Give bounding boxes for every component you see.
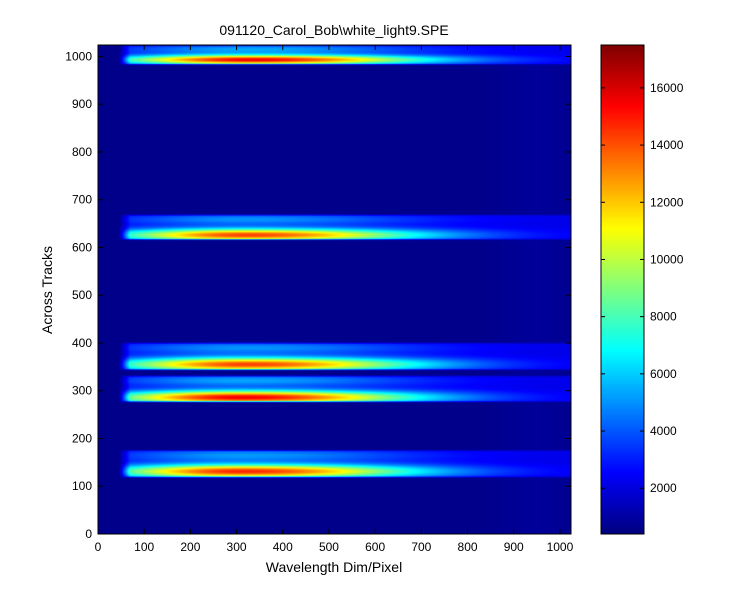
y-tick-label: 800 <box>72 145 92 159</box>
x-tick-label: 400 <box>273 540 293 554</box>
colorbar: 2000 4000 6000 8000 10000 12000 14000 16000 <box>600 44 684 535</box>
colorbar-tick-label: 2000 <box>650 481 677 495</box>
y-tick-label: 500 <box>72 288 92 302</box>
y-tick-label: 100 <box>72 479 92 493</box>
colorbar-tick-label: 6000 <box>650 367 677 381</box>
x-tick-label: 0 <box>95 540 102 554</box>
x-axis-label: Wavelength Dim/Pixel <box>266 559 402 575</box>
y-tick-label: 300 <box>72 384 92 398</box>
x-tick-label: 1000 <box>547 540 574 554</box>
y-tick-label: 1000 <box>65 49 92 63</box>
x-tick-label: 500 <box>319 540 339 554</box>
colorbar-tick-label: 10000 <box>650 252 684 266</box>
y-tick-label: 900 <box>72 97 92 111</box>
colorbar-tick-label: 4000 <box>650 424 677 438</box>
colorbar-tick-label: 12000 <box>650 195 684 209</box>
colorbar-frame <box>600 44 645 535</box>
x-tick-label: 800 <box>458 540 478 554</box>
x-tick-label: 200 <box>180 540 200 554</box>
plot-frame <box>97 44 572 535</box>
x-tick-label: 900 <box>504 540 524 554</box>
x-axis-ticks: 0 100 200 300 400 500 600 700 800 900 1000 <box>95 45 574 554</box>
colorbar-gradient <box>601 45 644 534</box>
plot-area: 0 100 200 300 400 500 600 700 800 900 1000 0 100 200… <box>65 44 574 554</box>
x-tick-label: 600 <box>365 540 385 554</box>
x-tick-label: 700 <box>411 540 431 554</box>
y-axis-label: Across Tracks <box>39 246 55 334</box>
y-tick-label: 200 <box>72 431 92 445</box>
colorbar-tick-label: 16000 <box>650 81 684 95</box>
colorbar-tick-label: 8000 <box>650 310 677 324</box>
colorbar-ticks: 2000 4000 6000 8000 10000 12000 14000 16000 <box>601 81 684 495</box>
y-tick-label: 600 <box>72 240 92 254</box>
y-tick-label: 700 <box>72 193 92 207</box>
chart-title: 091120_Carol_Bob\white_light9.SPE <box>219 22 448 38</box>
y-tick-label: 400 <box>72 336 92 350</box>
y-tick-label: 0 <box>85 527 92 541</box>
y-axis-ticks: 0 100 200 300 400 500 600 700 800 900 1000 <box>65 49 571 541</box>
x-tick-label: 300 <box>227 540 247 554</box>
heatmap-image <box>98 45 571 534</box>
colorbar-tick-label: 14000 <box>650 138 684 152</box>
x-tick-label: 100 <box>134 540 154 554</box>
